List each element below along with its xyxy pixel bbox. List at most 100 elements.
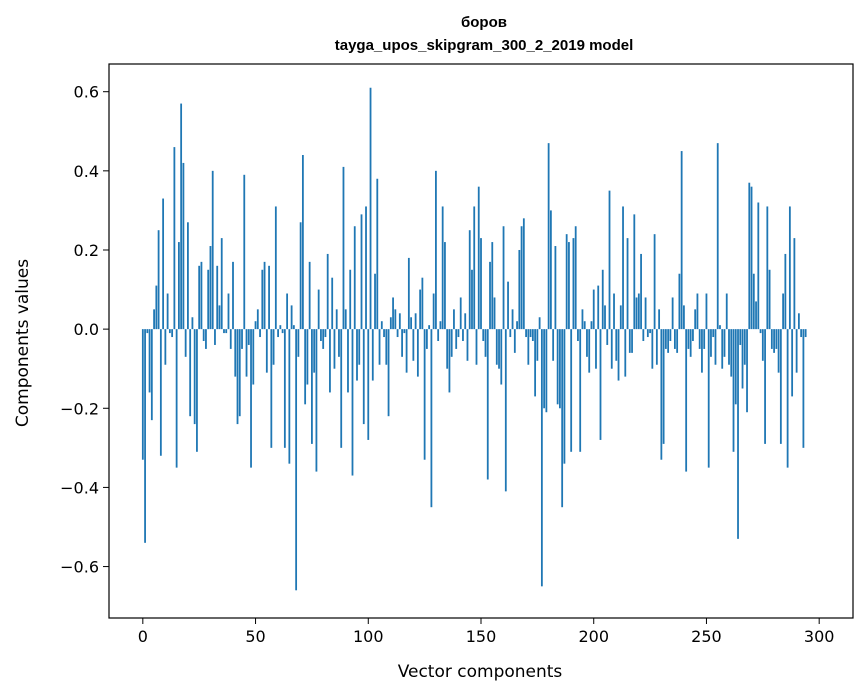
bar-120	[412, 329, 415, 361]
bar-185	[559, 329, 561, 409]
bar-180	[547, 143, 550, 330]
bar-62	[281, 329, 284, 334]
bar-137	[450, 329, 453, 357]
bar-282	[777, 329, 780, 373]
bar-273	[757, 202, 760, 330]
y-tick-label: −0.2	[60, 399, 99, 418]
bar-122	[416, 329, 419, 377]
bar-57	[270, 329, 273, 448]
bar-23	[193, 329, 196, 425]
bar-56	[268, 265, 270, 330]
bar-5	[153, 309, 155, 330]
bar-99	[365, 206, 367, 330]
bar-133	[441, 206, 444, 330]
bar-72	[304, 329, 307, 405]
bar-294	[804, 329, 807, 338]
bar-134	[444, 242, 446, 330]
bar-281	[775, 329, 778, 349]
bar-97	[360, 214, 363, 330]
bar-64	[286, 293, 289, 330]
bar-217	[631, 329, 633, 353]
bar-245	[694, 309, 697, 330]
bar-233	[667, 329, 670, 353]
bar-9	[162, 198, 165, 330]
bar-141	[459, 297, 462, 330]
bar-43	[238, 329, 241, 417]
bar-140	[457, 329, 460, 338]
bar-70	[299, 222, 302, 330]
chart-title: боров	[461, 14, 507, 31]
bar-234	[669, 329, 672, 341]
bar-45	[243, 174, 246, 330]
bar-187	[563, 329, 566, 464]
bar-156	[493, 297, 496, 330]
bar-249	[703, 329, 706, 349]
bar-87	[338, 329, 340, 357]
bar-146	[471, 269, 473, 330]
bar-168	[520, 226, 523, 330]
bar-248	[701, 329, 703, 373]
bar-54	[263, 261, 266, 330]
bar-198	[588, 329, 591, 373]
bar-26	[200, 261, 203, 330]
bar-202	[597, 285, 600, 330]
bar-11	[166, 293, 169, 330]
bar-267	[743, 329, 746, 365]
x-tick-label: 200	[578, 627, 609, 646]
bar-162	[507, 281, 509, 330]
bar-73	[306, 329, 309, 385]
bar-257	[721, 329, 724, 369]
bar-173	[531, 329, 534, 341]
x-tick-label: 150	[466, 627, 497, 646]
bar-203	[599, 329, 602, 440]
bar-186	[561, 329, 564, 508]
bar-0	[141, 329, 144, 460]
bar-179	[545, 329, 548, 413]
bar-115	[401, 329, 403, 357]
bar-165	[513, 329, 516, 353]
bar-151	[482, 329, 485, 341]
bar-96	[358, 329, 361, 365]
bar-222	[642, 329, 645, 341]
bar-119	[410, 317, 413, 330]
bar-174	[534, 329, 537, 397]
y-tick-label: 0.6	[74, 83, 99, 102]
bar-104	[376, 178, 379, 330]
bar-38	[227, 293, 230, 330]
bar-132	[439, 321, 442, 330]
bar-40	[232, 261, 234, 330]
bar-213	[622, 206, 624, 330]
bar-59	[274, 206, 277, 330]
bar-155	[491, 242, 494, 330]
bar-17	[180, 103, 183, 330]
bar-189	[568, 242, 570, 330]
bar-66	[290, 305, 293, 330]
bar-24	[196, 329, 198, 452]
y-tick-label: −0.4	[60, 478, 99, 497]
bar-164	[511, 309, 514, 330]
bar-237	[676, 329, 679, 353]
y-tick-label: −0.6	[60, 558, 99, 577]
bar-55	[265, 329, 268, 373]
bar-93	[351, 329, 354, 476]
bar-81	[324, 329, 327, 338]
bar-118	[407, 257, 410, 330]
bar-246	[696, 293, 699, 330]
bar-18	[182, 162, 185, 330]
bar-136	[448, 329, 451, 393]
bar-2	[146, 329, 149, 334]
bar-293	[802, 329, 805, 448]
bar-280	[773, 329, 775, 353]
bar-159	[500, 329, 503, 385]
bar-145	[468, 230, 471, 330]
bar-167	[518, 249, 521, 330]
bar-228	[655, 329, 658, 365]
bar-209	[613, 293, 615, 330]
y-axis-label: Components values	[13, 259, 33, 427]
bar-77	[315, 329, 318, 472]
bar-190	[570, 329, 573, 452]
bar-204	[601, 269, 604, 330]
bar-42	[236, 329, 239, 425]
bar-138	[453, 309, 455, 330]
bar-33	[216, 265, 219, 330]
